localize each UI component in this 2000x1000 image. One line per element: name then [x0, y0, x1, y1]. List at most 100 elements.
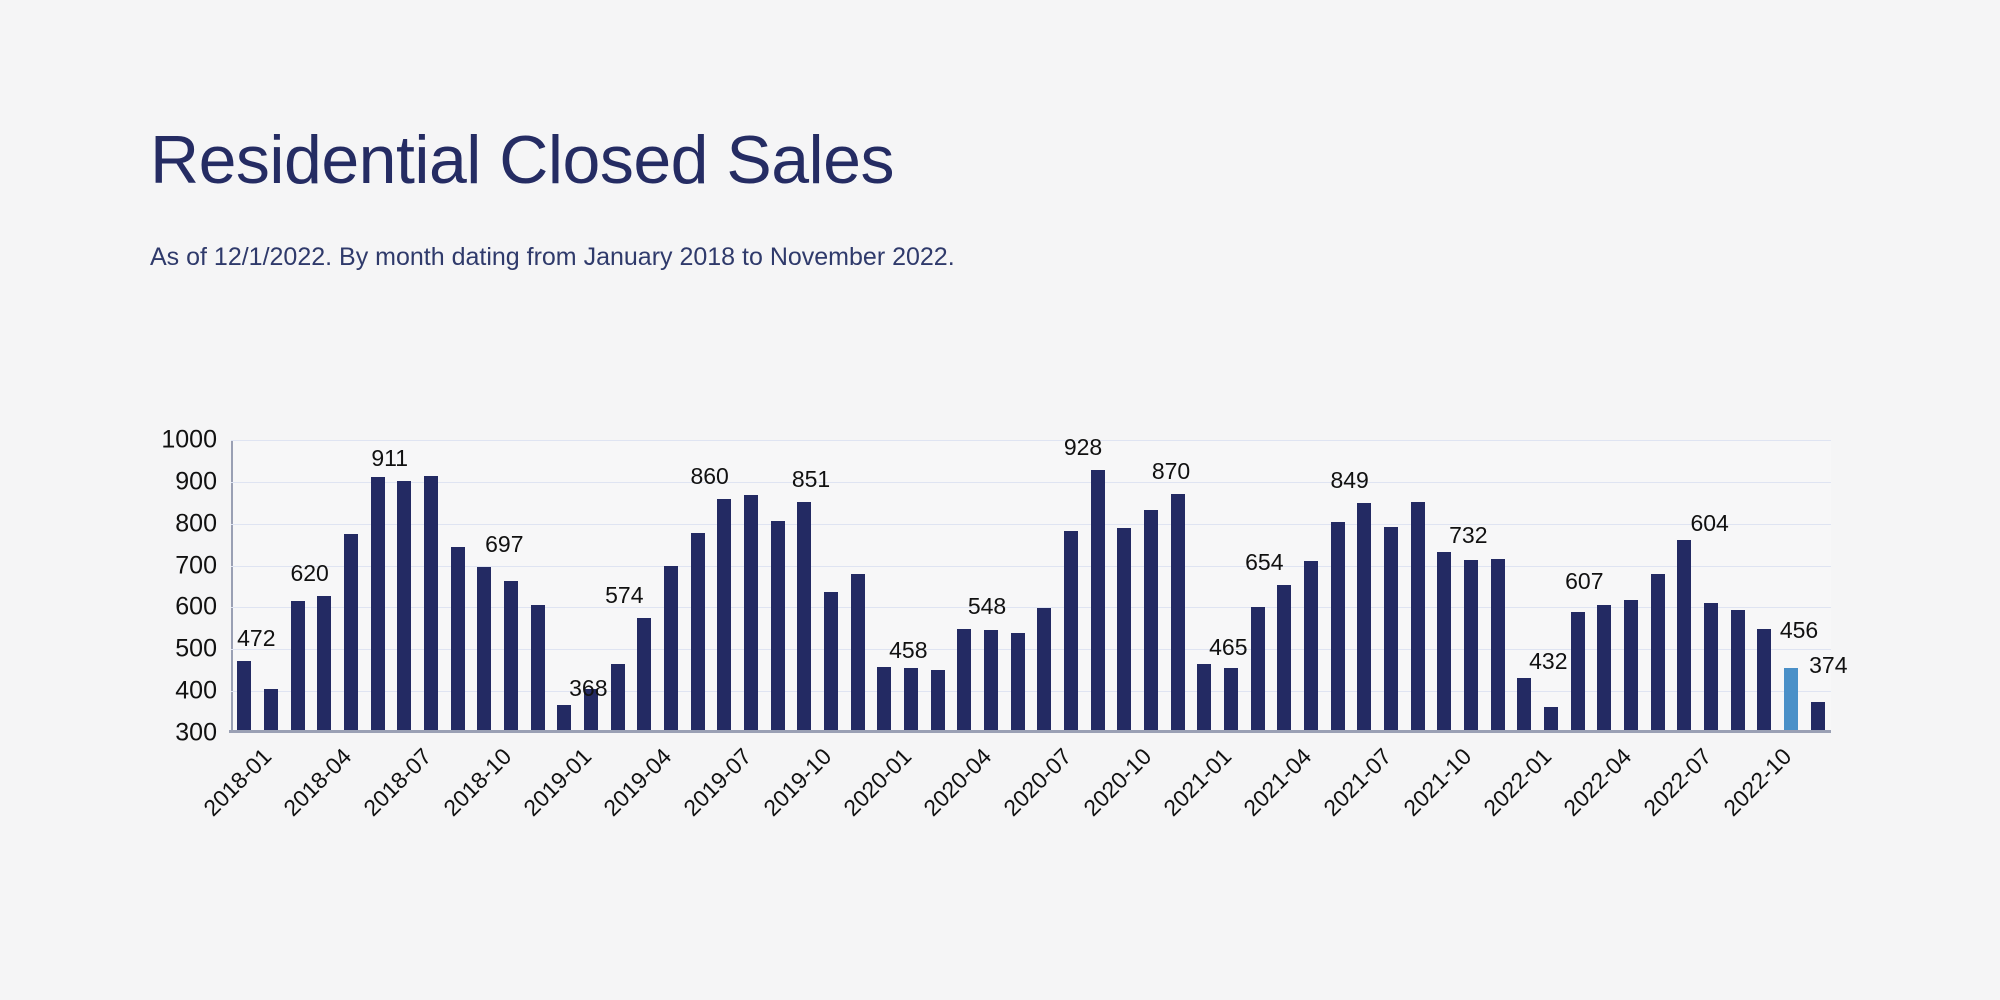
- bar[interactable]: [290, 601, 305, 733]
- bar[interactable]: [477, 566, 492, 733]
- bar[interactable]: [1144, 509, 1158, 733]
- bar[interactable]: [397, 480, 412, 733]
- bar[interactable]: [1304, 560, 1318, 733]
- gridline: [231, 523, 1831, 525]
- x-axis-tick-label: 2020-07: [998, 743, 1077, 822]
- bar[interactable]: [1117, 528, 1132, 733]
- bar[interactable]: [984, 629, 998, 733]
- bar[interactable]: [930, 669, 945, 733]
- page-subtitle: As of 12/1/2022. By month dating from Ja…: [150, 243, 955, 271]
- bar[interactable]: [317, 595, 332, 733]
- bar[interactable]: [450, 546, 465, 733]
- bar-value-label: 697: [485, 530, 524, 557]
- bar[interactable]: [1730, 610, 1745, 733]
- x-axis-tick-label: 2020-10: [1078, 743, 1157, 822]
- bar[interactable]: [1010, 633, 1025, 733]
- bar[interactable]: [264, 689, 278, 733]
- bar-value-label: 870: [1151, 458, 1191, 485]
- bar[interactable]: [504, 581, 518, 733]
- bar[interactable]: [877, 666, 892, 733]
- bar[interactable]: [1677, 540, 1692, 733]
- y-axis-labels: 300 400 500 600 700 800 900 1000: [0, 426, 231, 747]
- bar[interactable]: [584, 689, 598, 733]
- bar-value-label: 860: [690, 462, 729, 489]
- bar-value-label: 368: [569, 674, 608, 701]
- bar[interactable]: [1517, 677, 1532, 733]
- bar[interactable]: [957, 629, 972, 733]
- x-axis-tick-label: 2018-01: [198, 743, 277, 822]
- bar[interactable]: [1597, 604, 1612, 733]
- bar[interactable]: [1170, 494, 1185, 733]
- bar[interactable]: [1250, 606, 1265, 733]
- bar[interactable]: [1090, 470, 1105, 733]
- bar[interactable]: [797, 502, 812, 733]
- bar[interactable]: [1570, 612, 1585, 733]
- bar[interactable]: [690, 533, 705, 733]
- x-axis-tick-label: 2019-01: [518, 743, 597, 822]
- bar[interactable]: [744, 495, 758, 733]
- gridline: [231, 691, 1831, 693]
- bar[interactable]: [1704, 602, 1718, 733]
- plot-area: 472 620 911 697 368 574 860 851 458 548 928 870 465 6…: [229, 434, 1848, 734]
- bar[interactable]: [770, 521, 785, 733]
- bar[interactable]: [1757, 629, 1772, 733]
- bar[interactable]: [610, 663, 625, 733]
- bar[interactable]: [557, 704, 572, 733]
- x-axis-labels: 2018-01 2018-04 2018-07 2018-10 2019-01 2019-…: [199, 737, 1831, 877]
- bar-value-label: 604: [1690, 510, 1729, 537]
- plot-background: [231, 440, 1831, 733]
- gridline: [231, 565, 1831, 567]
- bar[interactable]: [1330, 522, 1345, 733]
- bar[interactable]: [1544, 706, 1558, 733]
- x-axis-tick-label: 2018-07: [358, 743, 437, 822]
- bar[interactable]: [1384, 526, 1398, 733]
- bar[interactable]: [530, 604, 545, 733]
- x-axis-tick-label: 2021-01: [1158, 743, 1237, 822]
- bar[interactable]: [237, 661, 252, 733]
- x-axis-tick-label: 2021-10: [1398, 743, 1477, 822]
- bar[interactable]: [904, 668, 918, 733]
- x-axis-tick-label: 2021-04: [1238, 743, 1317, 822]
- x-axis-tick-label: 2021-07: [1318, 743, 1397, 822]
- bar[interactable]: [1197, 663, 1212, 733]
- bar-value-label: 548: [967, 593, 1007, 620]
- x-axis-tick-label: 2022-01: [1478, 743, 1557, 822]
- bar[interactable]: [424, 476, 438, 733]
- bar[interactable]: [1784, 667, 1798, 733]
- x-axis-tick-label: 2019-07: [678, 743, 757, 822]
- bar[interactable]: [637, 618, 652, 733]
- bar[interactable]: [344, 534, 358, 733]
- x-axis-tick-label: 2022-10: [1718, 743, 1797, 822]
- bar[interactable]: [1650, 574, 1665, 733]
- bar[interactable]: [850, 573, 865, 733]
- y-axis-tick-label: 300: [175, 718, 217, 747]
- bar[interactable]: [1037, 608, 1052, 733]
- bar[interactable]: [1410, 501, 1425, 733]
- bar[interactable]: [824, 592, 838, 733]
- bar[interactable]: [717, 498, 732, 733]
- bar[interactable]: [1357, 503, 1372, 733]
- bar-value-label: 374: [1809, 651, 1848, 678]
- bar[interactable]: [1437, 552, 1452, 733]
- bar-value-label: 849: [1330, 467, 1369, 494]
- bar[interactable]: [1277, 584, 1292, 733]
- gridline: [231, 607, 1831, 609]
- bar[interactable]: [1224, 668, 1238, 733]
- bar[interactable]: [664, 565, 678, 733]
- bar-value-label: 620: [290, 559, 329, 586]
- x-axis-tick-label: 2018-10: [438, 743, 517, 822]
- bar[interactable]: [1064, 530, 1078, 733]
- bar[interactable]: [1624, 600, 1638, 733]
- gridline: [231, 733, 1831, 734]
- bar[interactable]: [1810, 702, 1825, 733]
- bar-value-label: 851: [791, 466, 831, 493]
- bar[interactable]: [1490, 559, 1505, 733]
- gridline: [231, 649, 1831, 651]
- bar[interactable]: [370, 477, 385, 733]
- x-axis-tick-label: 2019-04: [598, 743, 677, 822]
- bar[interactable]: [1464, 560, 1478, 733]
- bar-value-label: 732: [1449, 522, 1488, 549]
- bar-value-label: 654: [1245, 548, 1284, 575]
- bar-value-label: 574: [605, 582, 644, 609]
